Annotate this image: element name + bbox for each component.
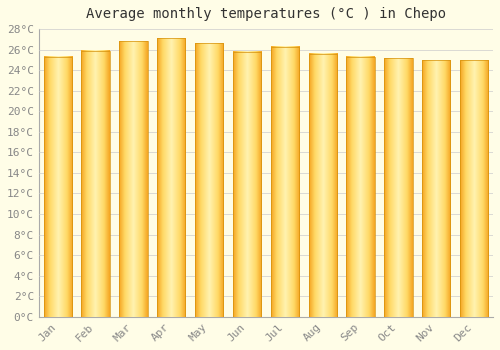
- Bar: [82, 51, 110, 317]
- Bar: [384, 58, 412, 317]
- Bar: [346, 57, 375, 317]
- Bar: [44, 57, 72, 317]
- Bar: [270, 47, 299, 317]
- Bar: [422, 60, 450, 317]
- Bar: [460, 60, 488, 317]
- Title: Average monthly temperatures (°C ) in Chepo: Average monthly temperatures (°C ) in Ch…: [86, 7, 446, 21]
- Bar: [119, 41, 148, 317]
- Bar: [308, 54, 337, 317]
- Bar: [233, 52, 261, 317]
- Bar: [195, 43, 224, 317]
- Bar: [157, 38, 186, 317]
